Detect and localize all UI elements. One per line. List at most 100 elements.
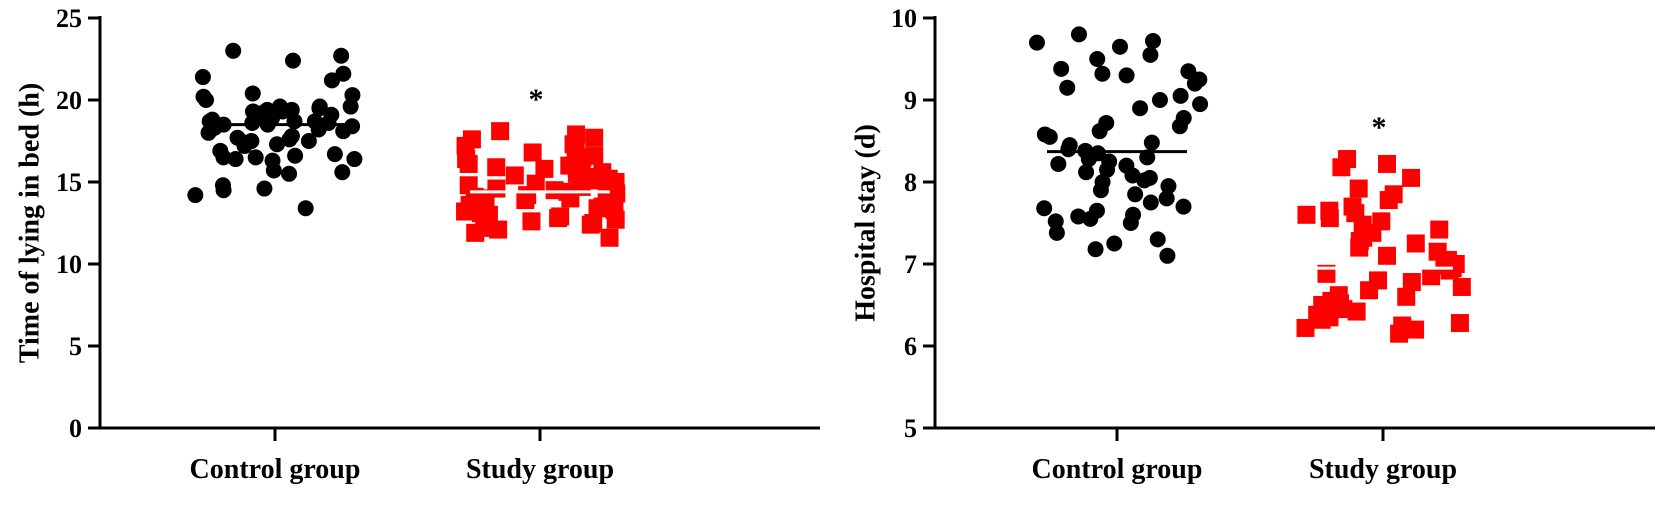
data-point <box>1111 38 1128 55</box>
data-point <box>1122 215 1139 231</box>
series-control <box>187 42 363 217</box>
data-point <box>287 147 304 164</box>
data-point <box>244 103 261 120</box>
data-point <box>1402 273 1421 292</box>
data-point <box>311 98 328 115</box>
data-point <box>256 180 273 197</box>
data-point <box>1450 314 1469 333</box>
data-point <box>1048 224 1065 241</box>
data-point <box>215 182 232 199</box>
data-point <box>491 122 510 141</box>
data-point <box>1297 205 1316 224</box>
data-point <box>1080 151 1097 168</box>
data-point <box>1070 26 1087 43</box>
data-point <box>1430 220 1449 239</box>
data-point <box>236 137 253 154</box>
data-point <box>1036 200 1053 217</box>
data-point <box>1094 65 1111 82</box>
data-point <box>516 191 535 210</box>
data-point <box>1078 164 1095 181</box>
data-point <box>588 199 607 218</box>
data-point <box>333 47 350 64</box>
y-tick-label: 5 <box>904 414 917 443</box>
y-tick-label: 10 <box>56 250 82 279</box>
data-point <box>1059 79 1076 96</box>
data-point <box>244 114 261 131</box>
data-point <box>1332 158 1351 177</box>
data-point <box>466 223 485 242</box>
data-point <box>1050 155 1067 172</box>
data-point <box>1378 246 1397 265</box>
significance-asterisk: * <box>529 83 544 116</box>
data-point <box>1142 194 1159 211</box>
data-point <box>1350 238 1369 257</box>
data-point <box>1180 63 1197 80</box>
data-point <box>225 42 242 59</box>
data-point <box>1172 87 1189 104</box>
data-point <box>215 149 232 166</box>
data-point <box>284 52 301 69</box>
data-point <box>323 72 340 89</box>
data-point <box>1136 172 1153 189</box>
data-point <box>600 228 619 247</box>
data-point <box>1422 267 1441 286</box>
data-point <box>607 184 626 203</box>
data-point <box>187 187 204 204</box>
data-point <box>523 143 542 162</box>
data-point <box>459 154 478 173</box>
y-tick-label: 15 <box>56 168 82 197</box>
data-point <box>1312 310 1331 329</box>
chart-time-lying-in-bed: 0 5 10 15 20 25 Time of lying in bed (h) Contro… <box>15 4 820 485</box>
y-tick-label: 5 <box>69 332 82 361</box>
y-axis-title: Time of lying in bed (h) <box>15 83 46 363</box>
x-category-label: Study group <box>1309 454 1457 485</box>
data-point <box>1087 241 1104 258</box>
series-study <box>1296 150 1471 343</box>
data-point <box>1118 67 1135 84</box>
data-point <box>1092 182 1109 199</box>
data-point <box>1143 134 1160 151</box>
data-point <box>522 212 541 231</box>
data-point <box>335 123 352 140</box>
data-point <box>1406 320 1425 339</box>
data-point <box>1390 324 1409 343</box>
x-category-label: Study group <box>466 454 614 485</box>
data-point <box>1041 128 1058 145</box>
data-point <box>1175 198 1192 215</box>
data-point <box>581 215 600 234</box>
data-point <box>1106 235 1123 252</box>
data-point <box>1160 178 1177 195</box>
data-point <box>300 133 317 149</box>
data-point <box>606 210 625 229</box>
data-point <box>1047 213 1064 230</box>
data-point <box>1347 302 1366 321</box>
data-point <box>561 189 580 208</box>
data-point <box>487 158 506 177</box>
data-point <box>1320 209 1339 228</box>
data-point <box>1091 123 1108 140</box>
data-point <box>1151 92 1168 108</box>
data-point <box>1028 34 1045 51</box>
data-point <box>505 166 524 185</box>
data-point <box>227 151 244 168</box>
data-point <box>260 113 277 130</box>
data-point <box>549 209 568 228</box>
data-point <box>1132 100 1149 117</box>
data-point <box>342 98 359 115</box>
data-point <box>1379 191 1398 210</box>
y-tick-label: 20 <box>56 86 82 115</box>
data-point <box>200 124 217 141</box>
data-point <box>281 165 298 182</box>
y-tick-label: 10 <box>891 4 917 33</box>
data-point <box>286 113 303 130</box>
data-point <box>1452 277 1471 296</box>
y-tick-label: 8 <box>904 168 917 197</box>
data-point <box>1402 168 1421 187</box>
data-point <box>247 149 264 166</box>
data-point <box>1186 75 1203 92</box>
data-point <box>1053 60 1070 77</box>
data-point <box>1089 51 1106 67</box>
data-point <box>535 159 554 178</box>
data-point <box>1397 287 1416 306</box>
